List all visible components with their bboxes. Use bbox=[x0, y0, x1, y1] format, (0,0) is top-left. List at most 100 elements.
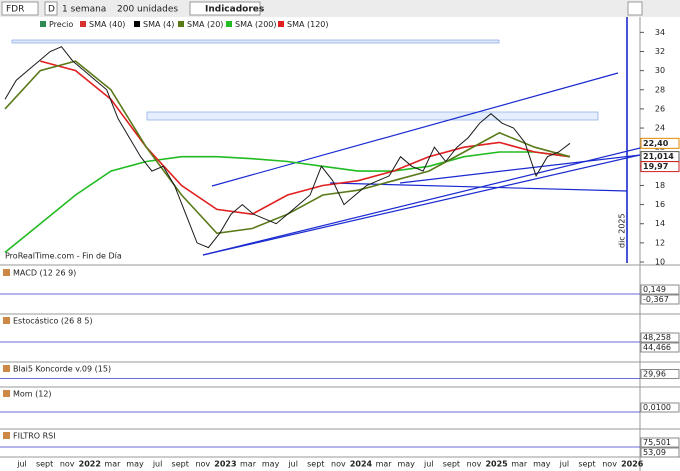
y-tick-label: 10 bbox=[655, 258, 665, 267]
zone-box bbox=[146, 111, 599, 121]
panel-value: 75,501 bbox=[643, 438, 671, 447]
legend-label: SMA (4) bbox=[143, 20, 174, 29]
x-tick-label: sept bbox=[172, 460, 189, 469]
legend-label: SMA (200) bbox=[235, 20, 277, 29]
y-tick-label: 16 bbox=[655, 200, 665, 209]
x-tick-label: 2026 bbox=[621, 460, 644, 469]
panel-value-box bbox=[640, 437, 680, 448]
x-tick-label: jul bbox=[16, 460, 27, 469]
legend-swatch bbox=[278, 21, 284, 27]
y-tick-label: 24 bbox=[655, 124, 665, 133]
toolbar bbox=[0, 0, 680, 17]
date-marker-label: dic 2025 bbox=[618, 213, 627, 248]
panel-value: 29,96 bbox=[643, 370, 666, 379]
y-tick-label: 28 bbox=[655, 85, 665, 94]
legend-label: SMA (20) bbox=[187, 20, 223, 29]
legend-label: Precio bbox=[49, 20, 73, 29]
x-tick-label: mar bbox=[511, 460, 528, 469]
x-tick-label: may bbox=[397, 460, 415, 469]
x-tick-label: 2022 bbox=[79, 460, 101, 469]
series-line bbox=[4, 46, 571, 249]
x-tick-label: nov bbox=[602, 460, 617, 469]
panel-title: Mom (12) bbox=[13, 390, 52, 399]
x-tick-label: sept bbox=[307, 460, 324, 469]
legend-swatch bbox=[80, 21, 86, 27]
legend-swatch bbox=[178, 21, 184, 27]
x-tick-label: jul bbox=[287, 460, 298, 469]
x-tick-label: may bbox=[533, 460, 551, 469]
x-tick-label: mar bbox=[376, 460, 393, 469]
legend-label: SMA (120) bbox=[287, 20, 329, 29]
symbol-box[interactable] bbox=[1, 1, 39, 16]
price-label: 21,014 bbox=[643, 152, 674, 161]
tool-button[interactable] bbox=[627, 1, 643, 16]
panel-value: 0,0100 bbox=[643, 403, 671, 412]
trend-line bbox=[211, 72, 619, 187]
x-tick-label: 2024 bbox=[350, 460, 373, 469]
panel-value-box bbox=[640, 342, 680, 353]
period-code-box[interactable] bbox=[44, 1, 58, 16]
indicators[interactable]: Indicadores bbox=[205, 5, 264, 15]
panel-icon bbox=[3, 432, 10, 439]
legend-swatch bbox=[226, 21, 232, 27]
price-label: 19,97 bbox=[643, 162, 668, 171]
price-label: 22,40 bbox=[643, 139, 669, 148]
y-tick-label: 34 bbox=[655, 28, 665, 37]
panel-value: -0,367 bbox=[643, 295, 669, 304]
price-label-box bbox=[640, 161, 680, 173]
series-line bbox=[4, 60, 571, 235]
source: ProRealTime.com - Fin de Día bbox=[5, 252, 122, 261]
x-tick-label: sept bbox=[578, 460, 595, 469]
x-tick-label: may bbox=[262, 460, 280, 469]
panel-icon bbox=[3, 390, 10, 397]
trend-line bbox=[202, 154, 641, 256]
series-line bbox=[40, 60, 571, 216]
symbol[interactable]: FDR bbox=[6, 5, 24, 15]
y-tick-label: 30 bbox=[655, 66, 665, 75]
period-code[interactable]: D bbox=[48, 5, 55, 15]
panel-value-box bbox=[640, 294, 680, 305]
panel-title: MACD (12 26 9) bbox=[13, 269, 76, 278]
y-tick-label: 14 bbox=[655, 219, 665, 228]
trend-line bbox=[202, 147, 641, 256]
x-tick-label: sept bbox=[36, 460, 53, 469]
panel-value-box bbox=[640, 284, 680, 295]
series-line bbox=[4, 151, 571, 254]
x-tick-label: 2025 bbox=[485, 460, 508, 469]
units[interactable]: 200 unidades bbox=[117, 5, 178, 15]
y-tick-label: 12 bbox=[655, 238, 665, 247]
x-tick-label: jul bbox=[152, 460, 163, 469]
x-tick-label: nov bbox=[60, 460, 75, 469]
legend-swatch bbox=[40, 21, 46, 27]
y-tick-label: 26 bbox=[655, 104, 665, 113]
y-tick-label: 32 bbox=[655, 47, 665, 56]
legend-label: SMA (40) bbox=[89, 20, 125, 29]
panel-value-box bbox=[640, 332, 680, 343]
y-tick-label: 18 bbox=[655, 181, 665, 190]
x-tick-label: mar bbox=[104, 460, 121, 469]
panel-value-box bbox=[640, 369, 680, 379]
x-tick-label: nov bbox=[195, 460, 210, 469]
panel-value: 44,466 bbox=[643, 343, 671, 352]
x-tick-label: sept bbox=[443, 460, 460, 469]
panel-title: Estocástico (26 8 5) bbox=[13, 317, 93, 326]
panel-value: 53,09 bbox=[643, 448, 666, 457]
panel-icon bbox=[3, 269, 10, 276]
indicators-button[interactable] bbox=[189, 1, 261, 16]
panel-value: 48,258 bbox=[643, 333, 671, 342]
x-tick-label: nov bbox=[467, 460, 482, 469]
panel-value-box bbox=[640, 402, 680, 413]
x-tick-label: 2023 bbox=[214, 460, 236, 469]
x-tick-label: may bbox=[126, 460, 144, 469]
period[interactable]: 1 semana bbox=[62, 5, 106, 15]
legend-swatch bbox=[134, 21, 140, 27]
panel-title: FILTRO RSI bbox=[13, 432, 56, 441]
panel-title: Blai5 Koncorde v.09 (15) bbox=[13, 365, 111, 374]
zone-box bbox=[11, 39, 500, 44]
panel-value: 0,149 bbox=[643, 285, 666, 294]
x-tick-label: jul bbox=[423, 460, 434, 469]
x-tick-label: jul bbox=[559, 460, 570, 469]
x-tick-label: mar bbox=[240, 460, 257, 469]
